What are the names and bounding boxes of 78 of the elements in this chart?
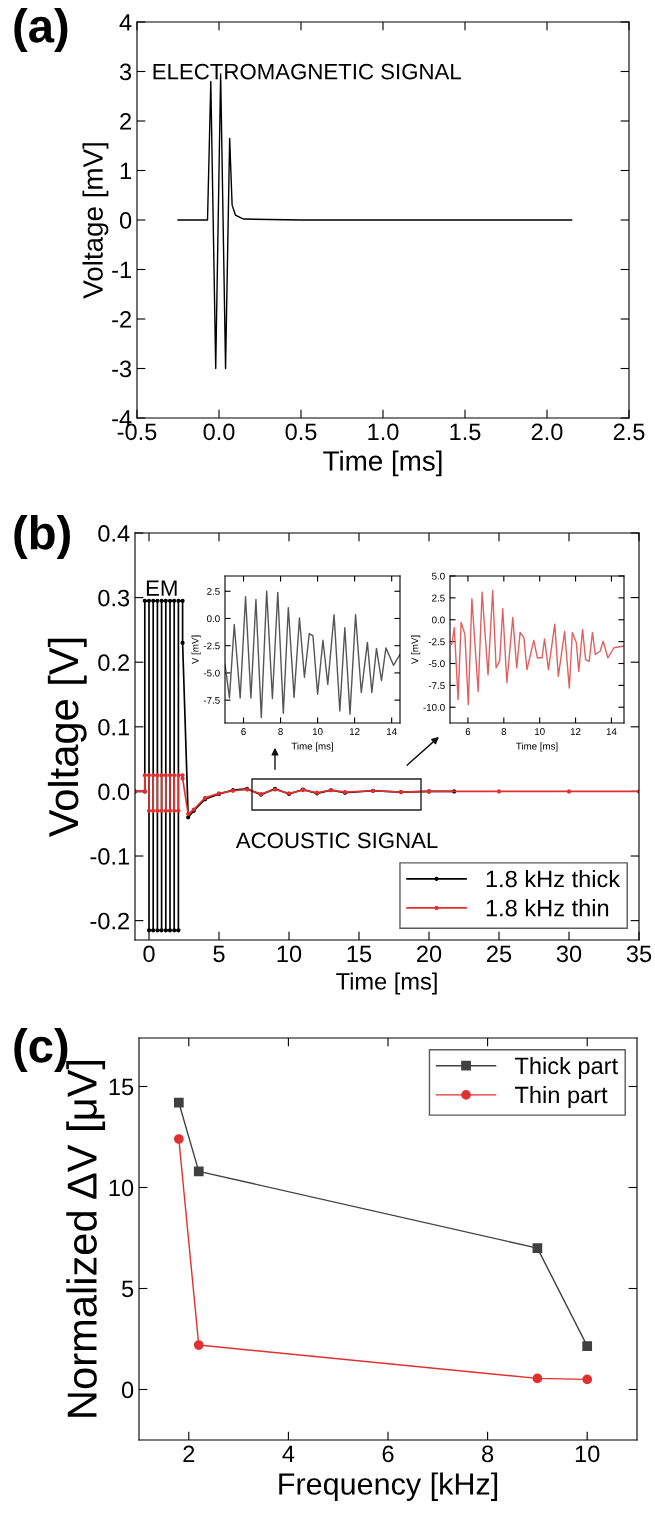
y-tick-label: 5 <box>121 1280 134 1298</box>
y-tick-label: 15 <box>109 1078 134 1096</box>
x-tick-label: 10 <box>277 945 302 963</box>
x-tick-label: 12 <box>349 728 360 735</box>
x-axis-title: Time [ms] <box>336 972 437 995</box>
y-tick-label: 10 <box>109 1179 134 1197</box>
x-tick-label: 12 <box>570 728 581 735</box>
y-axis-title: V [mV] <box>191 635 201 665</box>
legend-label: 1.8 kHz thin <box>486 899 609 917</box>
x-tick-label: 8 <box>482 1445 494 1463</box>
y-tick-label: 4 <box>119 14 132 31</box>
y-tick-label: -0.2 <box>90 912 129 930</box>
annotation: EM <box>146 580 177 596</box>
chart-title: (b) <box>14 515 70 560</box>
y-tick-label: 0.0 <box>98 783 130 801</box>
y-tick-label: 0.2 <box>98 654 129 671</box>
x-tick-label: 35 <box>626 945 652 963</box>
x-tick-label: 1.0 <box>368 423 399 441</box>
legend-label: Thin part <box>514 1085 608 1108</box>
x-tick-label: 2.5 <box>613 423 645 441</box>
y-tick-label: 0.3 <box>98 589 130 607</box>
x-tick-label: 25 <box>487 945 512 963</box>
y-tick-label: -2.5 <box>428 638 445 646</box>
x-tick-label: 6 <box>241 728 246 735</box>
x-tick-label: 2 <box>183 1445 195 1462</box>
x-axis-title: Time [ms] <box>323 450 442 477</box>
y-tick-label: 1 <box>120 162 131 180</box>
y-tick-label: -2 <box>112 311 131 328</box>
y-axis-title: Normalized ΔV [μV] <box>66 1060 106 1417</box>
y-tick-label: -0.1 <box>90 848 129 865</box>
y-tick-label: 0.1 <box>98 718 129 736</box>
legend-label: Thick part <box>514 1056 618 1079</box>
x-tick-label: 20 <box>417 945 442 963</box>
y-tick-label: -10.0 <box>423 703 445 711</box>
y-tick-label: 0.0 <box>207 615 220 623</box>
y-tick-label: 0.0 <box>432 616 445 624</box>
x-tick-label: 0.5 <box>285 423 317 441</box>
y-tick-label: -7.5 <box>203 696 220 704</box>
x-axis-title: Time [ms] <box>291 742 333 752</box>
y-tick-label: -5.0 <box>428 660 445 668</box>
y-tick-label: 5.0 <box>432 572 445 580</box>
y-tick-label: 3 <box>119 63 132 81</box>
chart-title: (a) <box>14 8 68 53</box>
x-tick-label: 10 <box>312 728 323 735</box>
x-tick-label: 8 <box>501 728 507 735</box>
x-tick-label: 0 <box>143 945 155 963</box>
annotation: ACOUSTIC SIGNAL <box>235 832 438 849</box>
x-axis-title: Frequency [kHz] <box>279 1472 498 1501</box>
x-tick-label: 10 <box>575 1445 600 1463</box>
x-tick-label: 1.5 <box>450 423 481 441</box>
x-tick-label: 8 <box>278 728 283 735</box>
y-tick-label: 0.4 <box>98 525 130 542</box>
y-tick-label: -1 <box>112 261 131 279</box>
x-tick-label: 6 <box>382 1445 394 1463</box>
annotation: ELECTROMAGNETIC SIGNAL <box>153 63 461 80</box>
y-tick-label: -3 <box>112 360 132 378</box>
y-tick-label: 2.5 <box>207 587 220 595</box>
x-tick-label: 10 <box>535 728 545 735</box>
x-axis-title: Time [ms] <box>516 742 558 752</box>
y-tick-label: 0 <box>119 212 132 229</box>
x-tick-label: 30 <box>556 945 582 963</box>
x-tick-label: 14 <box>606 728 617 735</box>
y-axis-title: Voltage [V] <box>47 638 87 838</box>
x-tick-label: 15 <box>347 945 372 963</box>
y-tick-label: 2 <box>120 113 131 130</box>
x-tick-label: 14 <box>387 728 397 735</box>
chart-title: (c) <box>14 1028 68 1073</box>
y-tick-label: -5.0 <box>203 669 220 677</box>
y-tick-label: -7.5 <box>428 682 445 689</box>
x-tick-label: 4 <box>282 1445 295 1462</box>
x-tick-label: 6 <box>465 728 471 735</box>
x-tick-label: 2.0 <box>531 423 563 441</box>
y-tick-label: -2.5 <box>203 642 220 650</box>
legend-label: 1.8 kHz thick <box>486 870 621 888</box>
y-tick-label: 2.5 <box>432 594 445 602</box>
y-axis-title: Voltage [mV] <box>82 143 109 299</box>
y-tick-label: 0 <box>121 1381 134 1399</box>
y-axis-title: V [mV] <box>411 635 421 665</box>
